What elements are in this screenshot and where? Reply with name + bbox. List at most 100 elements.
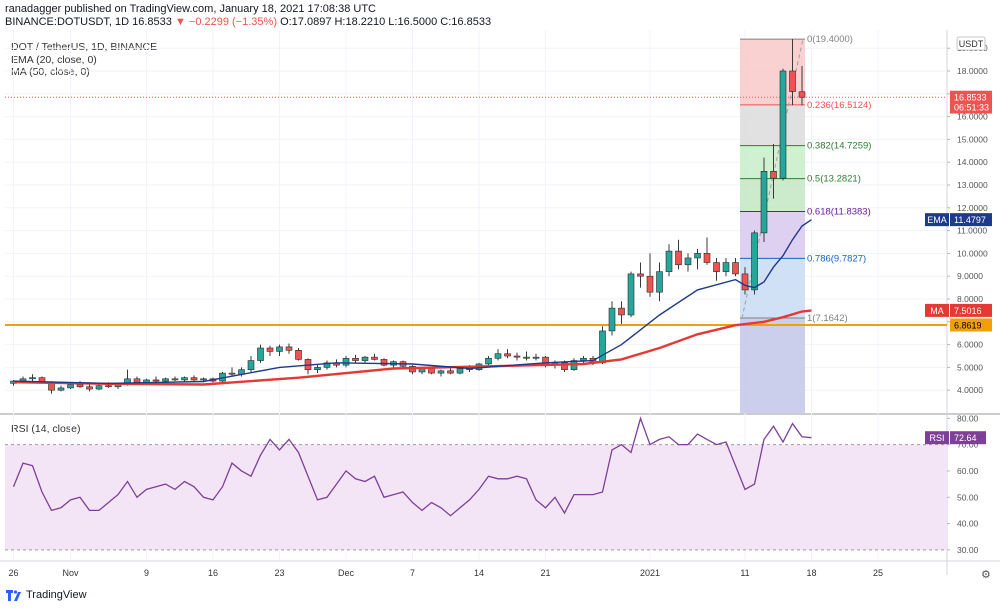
candle-body bbox=[105, 385, 112, 388]
x-tick-label: 11 bbox=[740, 568, 749, 578]
rsi-tag-label: RSI bbox=[929, 433, 944, 443]
rsi-line bbox=[12, 416, 812, 517]
rsi-tick-label: 40.00 bbox=[957, 519, 979, 529]
candle-body bbox=[789, 70, 796, 92]
fib-level-label: 0(19.4000) bbox=[807, 34, 853, 45]
candle-body bbox=[76, 384, 84, 388]
candle-body bbox=[228, 372, 236, 375]
candle-body bbox=[371, 356, 378, 360]
x-tick-label: 14 bbox=[474, 568, 484, 578]
candle-body bbox=[67, 384, 74, 389]
candle-body bbox=[760, 171, 768, 234]
candle-body bbox=[599, 330, 606, 364]
candle-body bbox=[637, 273, 644, 277]
candle-body bbox=[86, 386, 93, 390]
candle-body bbox=[732, 262, 739, 275]
chart-title: DOT / TetherUS, 1D, BINANCE bbox=[11, 41, 158, 53]
footer-brand: TradingView bbox=[6, 589, 87, 601]
candle-body bbox=[29, 377, 36, 380]
fib-zone bbox=[740, 211, 805, 259]
rsi-value-label: 72.64 bbox=[954, 433, 977, 443]
indicator-tag bbox=[925, 213, 949, 227]
x-tick-label: 7 bbox=[410, 568, 415, 578]
price-badge-label: 7.5016 bbox=[954, 306, 982, 316]
rsi-tick-label: 80.00 bbox=[957, 413, 979, 423]
candle-body bbox=[722, 262, 730, 272]
y-tick-label: 18.0000 bbox=[957, 66, 988, 76]
candle-body bbox=[494, 353, 502, 359]
candle-body bbox=[751, 232, 758, 291]
fib-extension-zone bbox=[740, 318, 805, 413]
rsi-value-badge bbox=[950, 431, 986, 445]
x-tick-label: 23 bbox=[274, 568, 284, 578]
candle-body bbox=[675, 250, 682, 266]
candle-body bbox=[456, 368, 464, 374]
candle-body bbox=[608, 307, 616, 332]
footer-brand-label: TradingView bbox=[26, 589, 87, 601]
rsi-tick-label: 60.00 bbox=[957, 466, 979, 476]
candle-body bbox=[646, 275, 654, 293]
candle-body bbox=[694, 253, 701, 259]
y-tick-label: 15.0000 bbox=[957, 134, 988, 144]
candle-body bbox=[247, 360, 255, 370]
indicator-tag bbox=[925, 303, 949, 317]
candle-body bbox=[523, 356, 530, 359]
candle-body bbox=[95, 385, 103, 390]
x-tick-label: 2021 bbox=[640, 568, 660, 578]
candle-body bbox=[741, 273, 749, 291]
fib-zone bbox=[740, 258, 805, 319]
x-tick-label: 25 bbox=[873, 568, 883, 578]
y-tick-label: 16.0000 bbox=[957, 112, 988, 122]
ma50-line bbox=[13, 309, 812, 386]
x-tick-label: 16 bbox=[208, 568, 218, 578]
candle-body bbox=[323, 362, 331, 368]
price-change: −0.2299 (−1.35%) bbox=[188, 16, 277, 28]
candle-body bbox=[342, 357, 350, 366]
rsi-tick-label: 50.00 bbox=[957, 492, 979, 502]
candle-body bbox=[532, 356, 540, 359]
candle-body bbox=[266, 347, 274, 352]
last-price: 16.8533 bbox=[132, 16, 172, 28]
candle-body bbox=[162, 378, 169, 382]
candle-body bbox=[133, 378, 141, 383]
candle-body bbox=[314, 367, 321, 370]
candle-body bbox=[703, 253, 711, 263]
candle-body bbox=[428, 368, 435, 374]
x-tick-label: Nov bbox=[62, 568, 79, 578]
y-tick-label: 9.0000 bbox=[957, 271, 983, 281]
candle-body bbox=[684, 257, 692, 266]
currency-box bbox=[956, 36, 986, 51]
ohlc-values: O:17.0897 H:18.2210 L:16.5000 C:16.8533 bbox=[280, 16, 492, 28]
ema-legend: EMA (20, close, 0) bbox=[11, 54, 97, 66]
fib-level-label: 1(7.1642) bbox=[807, 313, 848, 324]
candle-body bbox=[779, 70, 787, 179]
candle-body bbox=[513, 355, 521, 358]
price-badge-label: 6.8619 bbox=[954, 320, 982, 330]
fib-level-label: 0.5(13.2821) bbox=[807, 174, 861, 185]
y-tick-label: 4.0000 bbox=[957, 385, 983, 395]
publish-info: ranadagger published on TradingView.com,… bbox=[5, 3, 376, 15]
y-tick-label: 14.0000 bbox=[957, 157, 988, 167]
ema20-line bbox=[13, 219, 812, 385]
candle-body bbox=[190, 377, 198, 381]
rsi-band bbox=[5, 444, 947, 550]
symbol-label: BINANCE:DOTUSDT, 1D bbox=[5, 16, 130, 28]
fib-zone bbox=[740, 178, 805, 212]
rsi-tag bbox=[925, 431, 949, 445]
candle-body bbox=[57, 387, 65, 391]
rsi-tick-label: 70.00 bbox=[957, 440, 979, 450]
fib-level-label: 0.382(14.7259) bbox=[807, 141, 871, 152]
price-badge bbox=[950, 90, 992, 104]
x-tick-label: 21 bbox=[540, 568, 550, 578]
tradingview-logo-icon bbox=[6, 589, 21, 601]
price-badge bbox=[950, 213, 992, 227]
y-tick-label: 11.0000 bbox=[957, 226, 987, 236]
y-tick-label: 13.0000 bbox=[957, 180, 988, 190]
currency-label: USDT bbox=[959, 39, 984, 49]
candle-body bbox=[713, 262, 720, 272]
price-badge bbox=[950, 318, 992, 332]
fib-level-label: 0.236(16.5124) bbox=[807, 100, 871, 111]
candle-body bbox=[656, 271, 663, 293]
price-badge bbox=[950, 100, 992, 114]
